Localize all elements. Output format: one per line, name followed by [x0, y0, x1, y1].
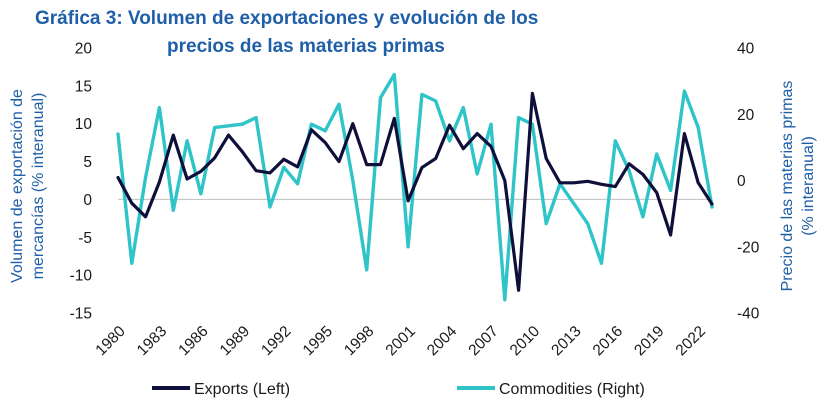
x-tick-label: 1998: [341, 323, 377, 359]
left-tick-label: -15: [70, 306, 92, 323]
left-tick-label: 0: [83, 192, 92, 209]
x-tick-label: 1995: [300, 323, 336, 359]
series-line-commodities: [116, 72, 714, 302]
right-tick-label: -40: [737, 306, 760, 323]
right-tick-label: 40: [737, 41, 755, 58]
left-axis-title: Volumen de exportación de mercancías (% …: [9, 89, 47, 283]
x-tick-label: 2016: [590, 323, 626, 359]
x-tick-label: 1983: [134, 323, 170, 359]
right-tick-label: 0: [737, 173, 746, 190]
right-axis-title-line-2: (% interanual): [800, 136, 817, 236]
chart-title-line-2: precios de las materias primas: [167, 36, 445, 57]
legend: Exports (Left) Commodities (Right): [152, 381, 645, 398]
x-tick-label: 2022: [673, 323, 709, 359]
x-tick-label: 1980: [92, 323, 129, 360]
right-axis-title: Precio de las materias primas (% interan…: [779, 81, 817, 292]
left-tick-label: 5: [83, 154, 92, 171]
x-tick-label: 2019: [631, 323, 667, 359]
series-line-exports: [116, 91, 714, 292]
left-axis-title-line-1: Volumen de exportación de: [9, 89, 26, 283]
x-tick-label: 2001: [383, 323, 419, 359]
left-tick-label: -10: [70, 268, 93, 285]
legend-label-exports: Exports (Left): [194, 381, 290, 398]
legend-label-commodities: Commodities (Right): [499, 381, 645, 398]
x-tick-label: 2007: [465, 323, 501, 359]
left-axis-title-line-2: mercancías (% interanual): [30, 93, 47, 280]
right-axis-title-line-1: Precio de las materias primas: [779, 81, 796, 292]
x-tick-label: 1992: [258, 323, 294, 359]
right-tick-label: 20: [737, 107, 755, 124]
left-tick-label: 20: [75, 41, 93, 58]
x-tick-label: 2004: [424, 323, 461, 360]
right-tick-label: -20: [737, 239, 760, 256]
left-tick-label: 10: [75, 116, 93, 133]
x-tick-label: 2010: [507, 323, 544, 360]
left-tick-label: -5: [78, 230, 92, 247]
x-tick-label: 1986: [175, 323, 211, 359]
chart-title-line-1: Gráfica 3: Volumen de exportaciones y ev…: [35, 8, 538, 29]
left-tick-label: 15: [75, 78, 92, 95]
x-tick-label: 1989: [217, 323, 253, 359]
x-tick-label: 2013: [548, 323, 584, 359]
